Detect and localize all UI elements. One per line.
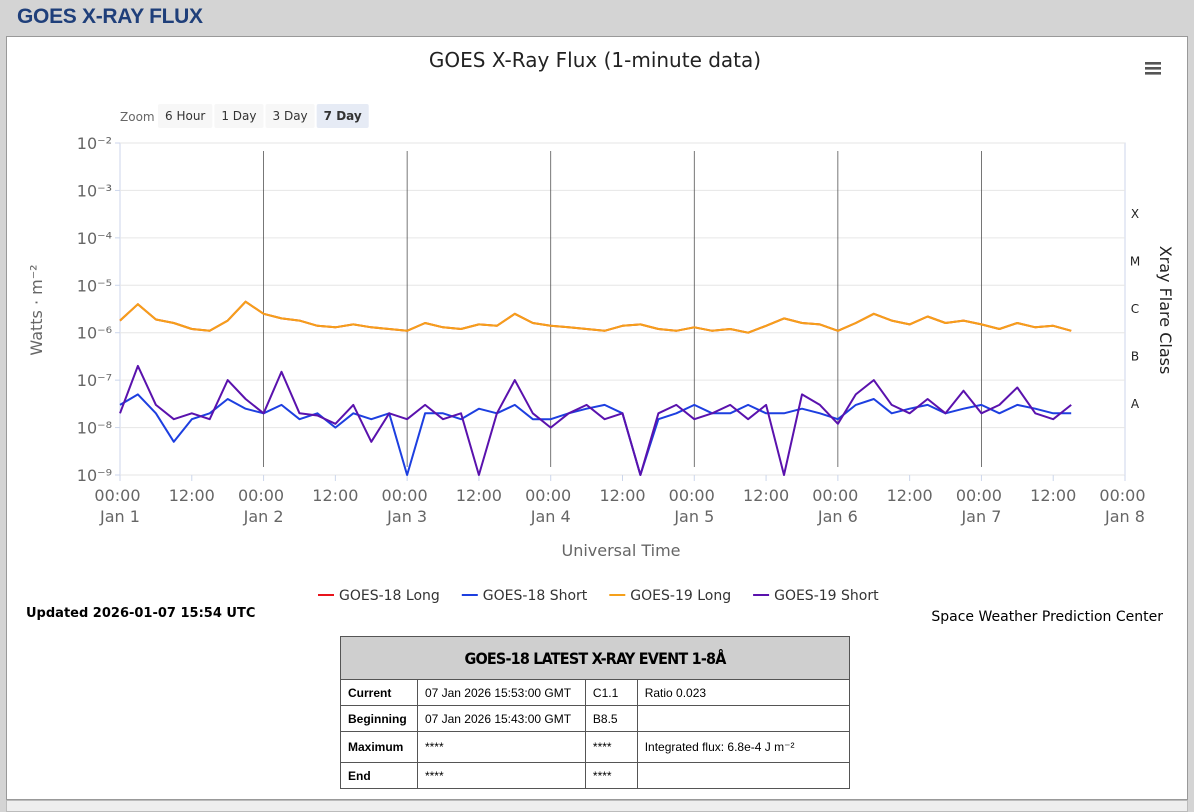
legend-label[interactable]: GOES-19 Short [774,588,879,604]
legend: GOES-18 Long GOES-18 Short GOES-19 Long GOE… [318,588,879,604]
x-tick-label: 00:00 Jan 6 [812,486,863,526]
y-tick-label: 10⁻² [77,134,112,153]
x-tick-label: 12:00 [456,486,502,505]
y-tick-label: 10⁻⁷ [77,371,112,390]
flare-class-label: X [1131,207,1139,221]
x-tick-label: 12:00 [169,486,215,505]
zoom-button[interactable] [265,104,315,128]
x-tick-label: 12:00 [599,486,645,505]
plot-area [119,142,1126,476]
table-cell: **** [416,762,586,789]
x-tick-label: 00:00 Jan 1 [94,486,145,526]
flare-class-label: A [1131,397,1140,411]
x-tick-label: 00:00 Jan 7 [956,486,1007,526]
table-cell: B8.5 [584,705,638,732]
table-row: Beginning 07 Jan 2026 15:43:00 GMT B8.5 [340,705,851,732]
table-cell: End [340,762,418,789]
y-tick-label: 10⁻⁵ [77,276,112,295]
zoom-button-label[interactable]: 7 Day [324,109,362,123]
y-tick-label: 10⁻⁹ [77,466,112,485]
x-tick-label: 00:00 Jan 4 [525,486,576,526]
menu-button[interactable] [1140,56,1166,80]
credit: Space Weather Prediction Center [931,609,1163,625]
zoom-label: Zoom [120,110,155,124]
x-tick-label: 00:00 Jan 2 [238,486,289,526]
table-cell: Maximum [340,731,418,763]
series-line [119,300,1072,334]
page-title: GOES X-RAY FLUX [17,5,203,28]
y-tick-label: 10⁻³ [77,181,112,200]
table-row: Current 07 Jan 2026 15:53:00 GMT C1.1 Ratio… [340,679,851,706]
zoom-button-label[interactable]: 6 Hour [165,109,205,123]
legend-label[interactable]: GOES-18 Short [483,588,588,604]
flare-class-label: B [1131,349,1139,363]
legend-label[interactable]: GOES-18 Long [339,588,440,604]
table-cell: **** [584,762,638,789]
table-row: End **** **** [340,762,851,789]
series-line [119,364,1072,476]
legend-label[interactable]: GOES-19 Long [630,588,731,604]
x-tick-label: 12:00 [887,486,933,505]
table-cell: C1.1 [584,679,638,706]
table-cell [636,705,851,732]
table-cell: Current [340,679,418,706]
table-row: Maximum **** **** Integrated flux: 6.8e-4 J… [340,731,851,763]
updated-text: Updated 2026-01-07 15:54 UTC [26,606,255,621]
table-cell [636,762,851,789]
table-cell: Ratio 0.023 [636,679,851,706]
zoom-button[interactable] [158,104,213,128]
x-axis-title: Universal Time [561,541,680,560]
y-tick-label: 10⁻⁴ [77,229,112,248]
zoom-control: Zoom 6 Hour 1 Day 3 Day 7 Day [120,104,369,128]
header: GOES X-RAY FLUX [0,0,1194,36]
x-tick-label: 00:00 Jan 8 [1099,486,1150,526]
x-tick-label: 00:00 Jan 5 [669,486,720,526]
table-title: GOES-18 LATEST X-RAY EVENT 1-8Å [340,636,850,680]
table-cell: 07 Jan 2026 15:53:00 GMT [416,679,586,706]
table-cell: **** [584,731,638,763]
zoom-button[interactable] [316,104,369,128]
x-tick-label: 12:00 [743,486,789,505]
chart-title: GOES X-Ray Flux (1-minute data) [429,48,761,72]
zoom-button[interactable] [214,104,264,128]
table-cell: 07 Jan 2026 15:43:00 GMT [416,705,586,732]
x-tick-label: 12:00 [1030,486,1076,505]
x-tick-label: 12:00 [312,486,358,505]
flare-class-label: M [1130,255,1140,269]
zoom-button-label[interactable]: 3 Day [273,109,308,123]
table-cell: Integrated flux: 6.8e-4 J m⁻² [636,731,851,763]
y2-axis-title: Xray Flare Class [1156,246,1175,375]
zoom-button-label[interactable]: 1 Day [221,109,256,123]
series-line [119,393,1072,476]
y-tick-label: 10⁻⁸ [77,419,112,438]
x-tick-label: 00:00 Jan 3 [382,486,433,526]
flare-class-label: C [1131,302,1139,316]
event-table: GOES-18 LATEST X-RAY EVENT 1-8Å Current 0… [340,636,851,789]
table-cell: Beginning [340,705,418,732]
table-cell: **** [416,731,586,763]
y-tick-label: 10⁻⁶ [77,324,112,343]
y-axis-title: Watts · m⁻² [27,264,46,355]
